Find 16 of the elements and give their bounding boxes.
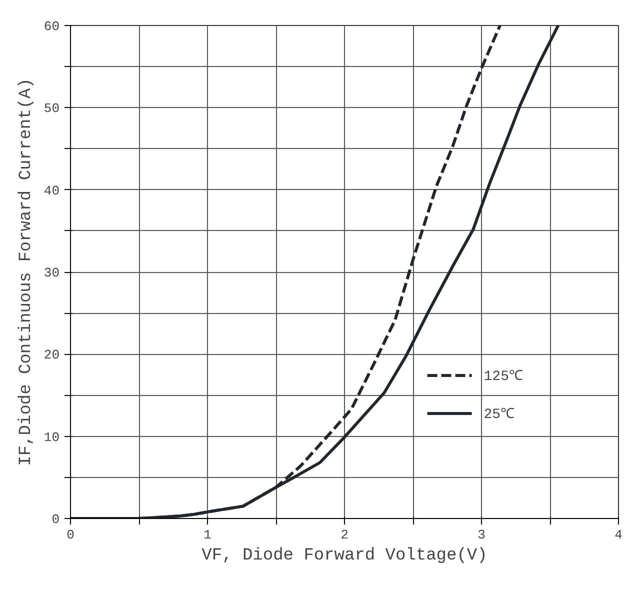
x-tick-label: 4: [614, 528, 623, 542]
x-tick-label: 3: [478, 528, 486, 542]
legend-label: 125℃: [484, 368, 523, 385]
x-tick-label: 2: [340, 528, 348, 542]
y-tick-label: 40: [44, 183, 60, 198]
y-tick-label: 20: [44, 348, 60, 363]
y-tick-label: 30: [44, 266, 60, 280]
y-tick-label: 50: [44, 101, 60, 116]
x-axis-title: VF, Diode Forward Voltage(V): [202, 546, 488, 566]
y-tick-label: 10: [44, 430, 60, 445]
y-tick-label: 0: [52, 512, 60, 527]
y-axis-title: IF,Diode Continuous Forward Current(A): [16, 78, 36, 466]
x-tick-label: 0: [66, 528, 74, 542]
y-tick-label: 60: [44, 19, 60, 34]
legend-label: 25℃: [484, 406, 515, 423]
x-tick-label: 1: [204, 528, 212, 542]
